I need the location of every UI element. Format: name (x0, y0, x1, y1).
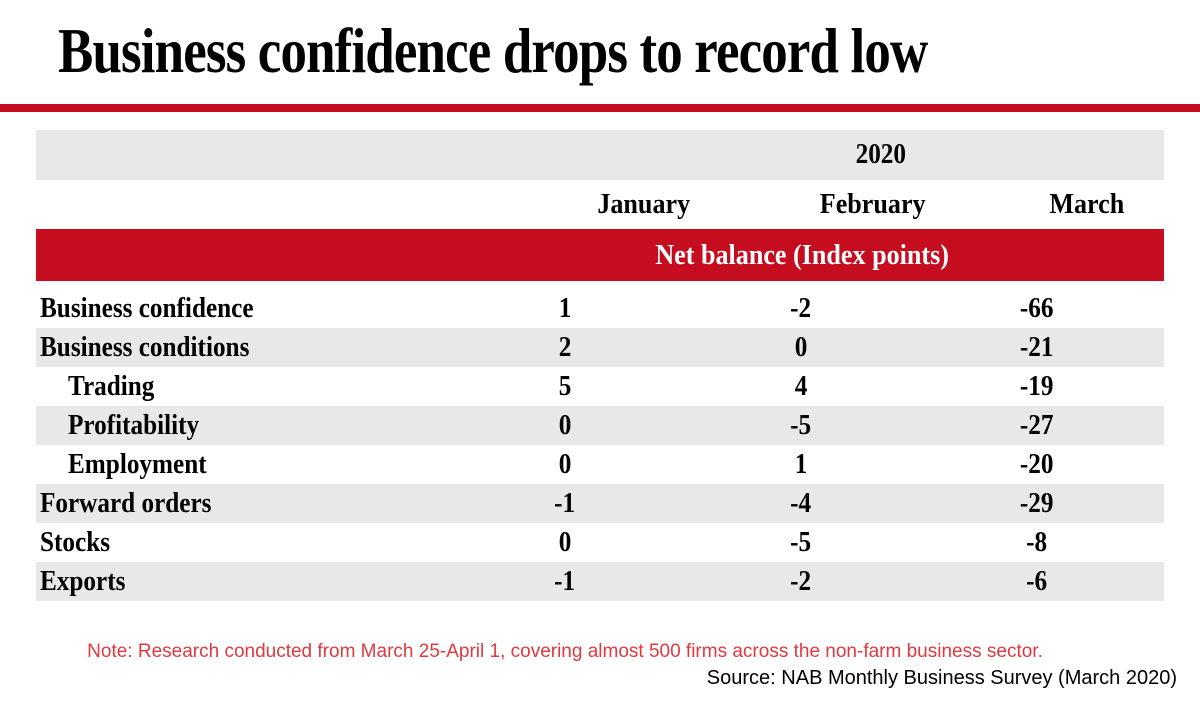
cell-january: 0 (558, 448, 572, 480)
row-exports: Exports -1 -2 -6 (36, 562, 1164, 601)
column-header-february: February (820, 188, 926, 220)
title-divider-rule (0, 104, 1200, 112)
cell-january: -1 (554, 487, 576, 519)
row-business-confidence: Business confidence 1 -2 -66 (36, 289, 1164, 328)
column-header-march: March (1049, 188, 1124, 220)
cell-january: 5 (558, 370, 572, 402)
net-balance-band: Net balance (Index points) (36, 229, 1164, 281)
cell-march: -8 (1026, 526, 1048, 558)
band-spacer (36, 281, 1164, 289)
cell-march: -19 (1020, 370, 1054, 402)
cell-february: -2 (790, 292, 812, 324)
cell-march: -66 (1020, 292, 1054, 324)
row-label: Employment (68, 448, 207, 480)
cell-january: 1 (558, 292, 572, 324)
row-label: Business conditions (40, 331, 250, 363)
cell-january: 0 (558, 526, 572, 558)
row-label: Forward orders (40, 487, 212, 519)
cell-march: -20 (1020, 448, 1054, 480)
cell-february: 4 (794, 370, 808, 402)
row-label: Profitability (68, 409, 200, 441)
cell-january: 2 (558, 331, 572, 363)
page-title: Business confidence drops to record low (58, 16, 928, 86)
row-label: Trading (68, 370, 155, 402)
note-text: Note: Research conducted from March 25-A… (87, 641, 1043, 662)
row-profitability: Profitability 0 -5 -27 (36, 406, 1164, 445)
cell-february: -4 (790, 487, 812, 519)
year-header: 2020 (855, 139, 906, 170)
data-table: 2020 January February March Net balance … (36, 130, 1164, 601)
row-stocks: Stocks 0 -5 -8 (36, 523, 1164, 562)
cell-february: -5 (790, 409, 812, 441)
cell-january: -1 (554, 565, 576, 597)
row-label: Exports (40, 565, 126, 597)
column-header-january: January (597, 188, 690, 220)
table-body: Business confidence 1 -2 -66 Business co… (36, 289, 1164, 601)
row-trading: Trading 5 4 -19 (36, 367, 1164, 406)
row-business-conditions: Business conditions 2 0 -21 (36, 328, 1164, 367)
net-balance-label: Net balance (Index points) (655, 238, 949, 271)
source-text: Source: NAB Monthly Business Survey (Mar… (706, 667, 1177, 689)
month-header-row: January February March (36, 180, 1164, 229)
cell-march: -29 (1020, 487, 1054, 519)
row-forward-orders: Forward orders -1 -4 -29 (36, 484, 1164, 523)
cell-march: -6 (1026, 565, 1048, 597)
cell-march: -27 (1020, 409, 1054, 441)
row-label: Stocks (40, 526, 111, 558)
cell-february: 1 (794, 448, 808, 480)
row-employment: Employment 0 1 -20 (36, 445, 1164, 484)
row-label: Business confidence (40, 292, 254, 324)
cell-march: -21 (1020, 331, 1054, 363)
cell-february: 0 (794, 331, 808, 363)
cell-february: -5 (790, 526, 812, 558)
cell-february: -2 (790, 565, 812, 597)
cell-january: 0 (558, 409, 572, 441)
year-band: 2020 (36, 130, 1164, 180)
